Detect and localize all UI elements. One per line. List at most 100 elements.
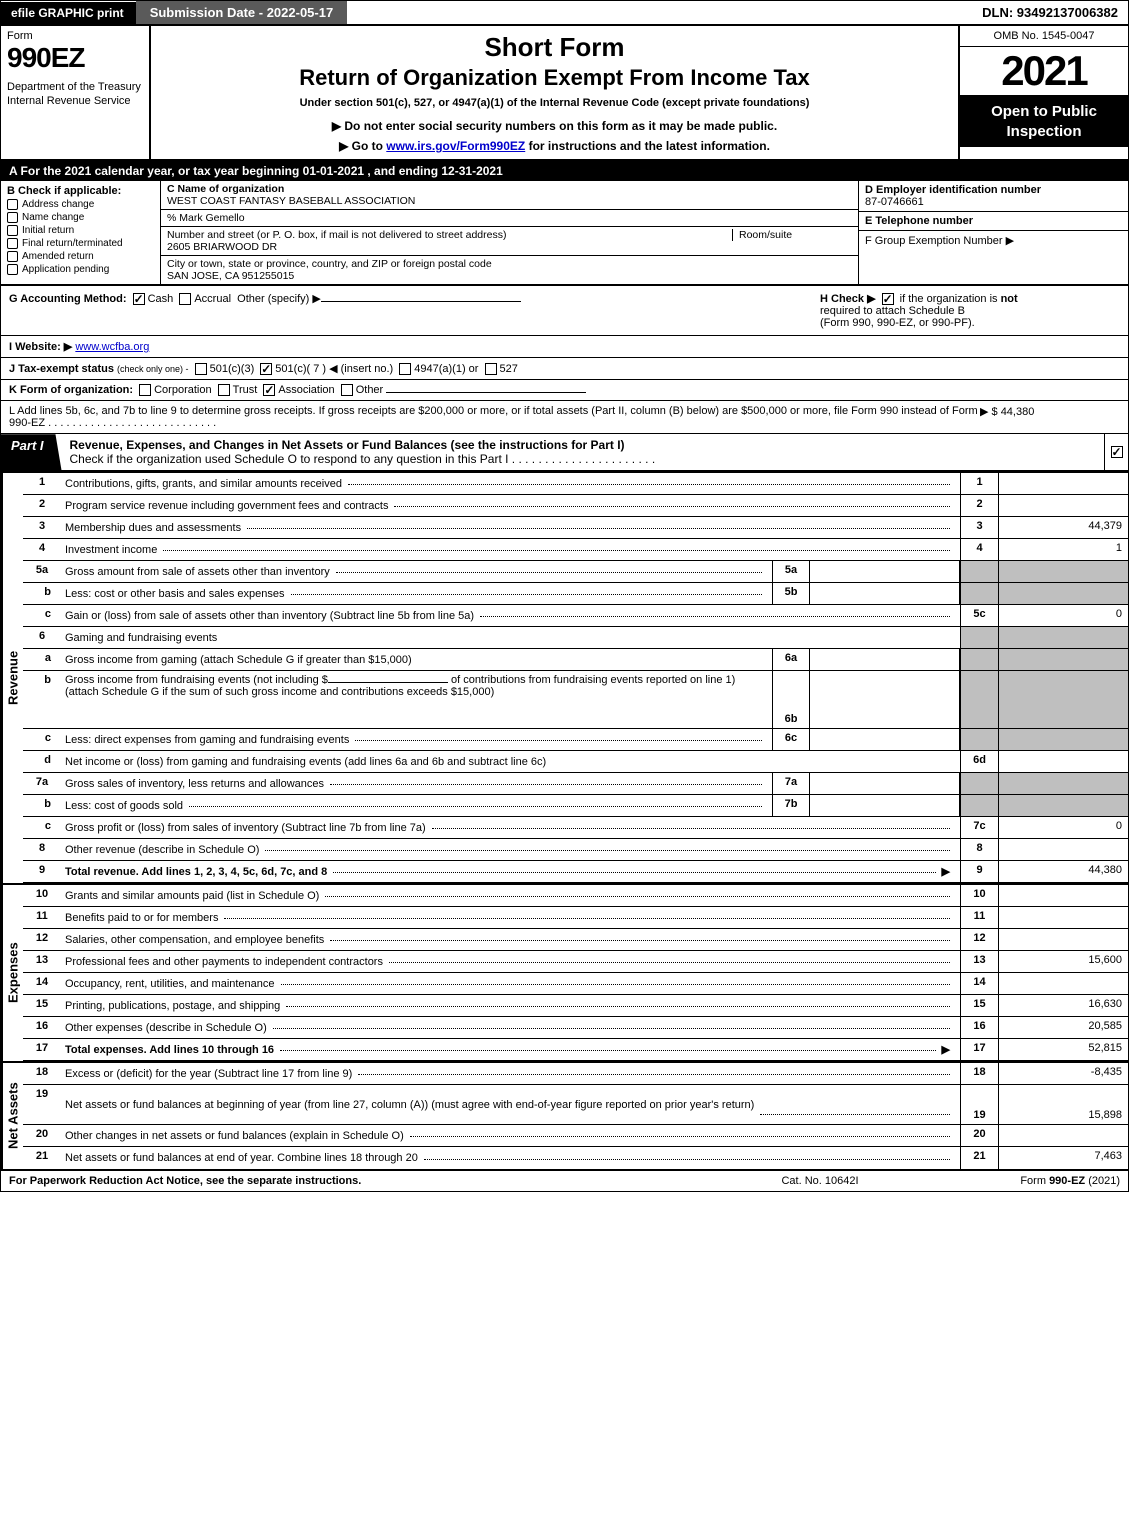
chk-final-return[interactable]: Final return/terminated — [7, 238, 154, 249]
city-row: City or town, state or province, country… — [161, 256, 858, 284]
street-row: Number and street (or P. O. box, if mail… — [161, 227, 858, 256]
form-ref: Form 990-EZ (2021) — [920, 1175, 1120, 1187]
chk-application-pending[interactable]: Application pending — [7, 264, 154, 275]
line-18: 18Excess or (deficit) for the year (Subt… — [23, 1063, 1128, 1085]
line-19-value: 15,898 — [998, 1085, 1128, 1124]
line-17: 17Total expenses. Add lines 10 through 1… — [23, 1039, 1128, 1061]
form-label: Form — [7, 30, 143, 42]
city-state-zip: SAN JOSE, CA 951255015 — [167, 270, 852, 282]
chk-501c3[interactable] — [195, 363, 207, 375]
chk-schedule-b[interactable] — [882, 293, 894, 305]
website-link[interactable]: www.wcfba.org — [75, 341, 149, 353]
line-7b: bLess: cost of goods sold7b — [23, 795, 1128, 817]
header-center: Short Form Return of Organization Exempt… — [151, 26, 958, 159]
line-13: 13Professional fees and other payments t… — [23, 951, 1128, 973]
revenue-section: Revenue 1Contributions, gifts, grants, a… — [1, 471, 1128, 883]
open-to-public: Open to Public Inspection — [960, 96, 1128, 147]
line-6c: cLess: direct expenses from gaming and f… — [23, 729, 1128, 751]
expenses-side-label: Expenses — [1, 885, 23, 1061]
chk-initial-return[interactable]: Initial return — [7, 225, 154, 236]
part-i-check[interactable] — [1104, 434, 1128, 470]
top-bar: efile GRAPHIC print Submission Date - 20… — [1, 1, 1128, 26]
section-g: G Accounting Method: Cash Accrual Other … — [9, 292, 820, 329]
chk-accrual[interactable] — [179, 293, 191, 305]
submission-date-badge: Submission Date - 2022-05-17 — [136, 1, 348, 24]
chk-other-org[interactable] — [341, 384, 353, 396]
part-i-title: Revenue, Expenses, and Changes in Net As… — [62, 434, 1104, 470]
omb-number: OMB No. 1545-0047 — [960, 26, 1128, 47]
chk-501c[interactable] — [260, 363, 272, 375]
chk-4947a1[interactable] — [399, 363, 411, 375]
line-15: 15Printing, publications, postage, and s… — [23, 995, 1128, 1017]
line-6d: dNet income or (loss) from gaming and fu… — [23, 751, 1128, 773]
form-header: Form 990EZ Department of the Treasury In… — [1, 26, 1128, 161]
form-990ez-page: efile GRAPHIC print Submission Date - 20… — [0, 0, 1129, 1192]
line-17-value: 52,815 — [998, 1039, 1128, 1060]
line-5c-value: 0 — [998, 605, 1128, 626]
ein-value: 87-0746661 — [865, 196, 1122, 208]
title-short-form: Short Form — [159, 32, 950, 63]
line-11: 11Benefits paid to or for members11 — [23, 907, 1128, 929]
line-18-value: -8,435 — [998, 1063, 1128, 1084]
line-12: 12Salaries, other compensation, and empl… — [23, 929, 1128, 951]
section-e: E Telephone number — [859, 212, 1128, 231]
line-7c: cGross profit or (loss) from sales of in… — [23, 817, 1128, 839]
line-10: 10Grants and similar amounts paid (list … — [23, 885, 1128, 907]
section-gh: G Accounting Method: Cash Accrual Other … — [1, 286, 1128, 336]
checkbox-icon — [7, 264, 18, 275]
chk-name-change[interactable]: Name change — [7, 212, 154, 223]
line-1: 1Contributions, gifts, grants, and simil… — [23, 473, 1128, 495]
checkbox-icon — [7, 212, 18, 223]
dln-label: DLN: 93492137006382 — [972, 1, 1128, 24]
form-number: 990EZ — [7, 42, 143, 74]
section-k: K Form of organization: Corporation Trus… — [1, 380, 1128, 401]
section-c: C Name of organization WEST COAST FANTAS… — [161, 181, 858, 284]
careof-row: % Mark Gemello — [161, 210, 858, 227]
line-7c-value: 0 — [998, 817, 1128, 838]
line-4: 4Investment income41 — [23, 539, 1128, 561]
checkbox-icon — [7, 225, 18, 236]
ssn-warning: ▶ Do not enter social security numbers o… — [159, 119, 950, 133]
paperwork-notice: For Paperwork Reduction Act Notice, see … — [9, 1175, 720, 1187]
page-footer: For Paperwork Reduction Act Notice, see … — [1, 1169, 1128, 1191]
line-6: 6Gaming and fundraising events — [23, 627, 1128, 649]
line-6a: aGross income from gaming (attach Schedu… — [23, 649, 1128, 671]
expenses-section: Expenses 10Grants and similar amounts pa… — [1, 883, 1128, 1061]
line-15-value: 16,630 — [998, 995, 1128, 1016]
section-i: I Website: ▶ www.wcfba.org — [1, 336, 1128, 358]
cat-no: Cat. No. 10642I — [720, 1175, 920, 1187]
chk-address-change[interactable]: Address change — [7, 199, 154, 210]
chk-trust[interactable] — [218, 384, 230, 396]
line-16: 16Other expenses (describe in Schedule O… — [23, 1017, 1128, 1039]
line-16-value: 20,585 — [998, 1017, 1128, 1038]
section-j: J Tax-exempt status (check only one) - 5… — [1, 358, 1128, 380]
efile-print-button[interactable]: efile GRAPHIC print — [1, 2, 136, 24]
gross-receipts-amount: ▶ $ 44,380 — [980, 405, 1120, 429]
checkbox-icon — [1111, 446, 1123, 458]
section-d: D Employer identification number 87-0746… — [859, 181, 1128, 212]
section-f: F Group Exemption Number ▶ — [859, 231, 1128, 250]
line-a-tax-year: A For the 2021 calendar year, or tax yea… — [1, 161, 1128, 181]
header-right: OMB No. 1545-0047 2021 Open to Public In… — [958, 26, 1128, 159]
chk-amended-return[interactable]: Amended return — [7, 251, 154, 262]
line-6b: bGross income from fundraising events (n… — [23, 671, 1128, 729]
checkbox-icon — [7, 251, 18, 262]
org-name: WEST COAST FANTASY BASEBALL ASSOCIATION — [167, 195, 852, 207]
section-b: B Check if applicable: Address change Na… — [1, 181, 161, 284]
chk-association[interactable] — [263, 384, 275, 396]
chk-cash[interactable] — [133, 293, 145, 305]
chk-corporation[interactable] — [139, 384, 151, 396]
section-l: L Add lines 5b, 6c, and 7b to line 9 to … — [1, 401, 1128, 434]
line-5a: 5aGross amount from sale of assets other… — [23, 561, 1128, 583]
line-21: 21Net assets or fund balances at end of … — [23, 1147, 1128, 1169]
section-b-header: B Check if applicable: — [7, 185, 154, 197]
part-i-header: Part I Revenue, Expenses, and Changes in… — [1, 434, 1128, 471]
chk-527[interactable] — [485, 363, 497, 375]
org-name-row: C Name of organization WEST COAST FANTAS… — [161, 181, 858, 210]
line-14: 14Occupancy, rent, utilities, and mainte… — [23, 973, 1128, 995]
irs-link[interactable]: www.irs.gov/Form990EZ — [386, 139, 525, 153]
revenue-side-label: Revenue — [1, 473, 23, 883]
section-h: H Check ▶ if the organization is not req… — [820, 292, 1120, 329]
line-8: 8Other revenue (describe in Schedule O)8 — [23, 839, 1128, 861]
header-left: Form 990EZ Department of the Treasury In… — [1, 26, 151, 159]
